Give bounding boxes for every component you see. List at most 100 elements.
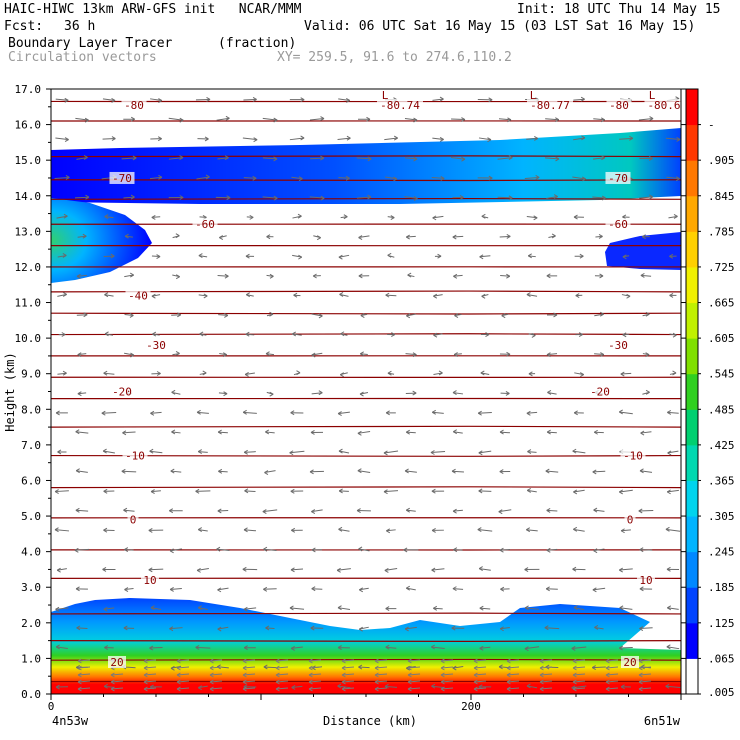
vector-head [473, 672, 478, 678]
vector-head [111, 136, 116, 141]
vector-head [224, 273, 229, 279]
isotherm-line [51, 397, 681, 400]
circulation-vector [143, 680, 157, 683]
vector-head [675, 176, 680, 182]
model-title: HAIC-HIWC 13km ARW-GFS init NCAR/MMM [4, 2, 302, 17]
vector-head [76, 273, 81, 279]
circulation-vector [263, 548, 277, 552]
vector-head [531, 332, 536, 338]
circulation-vector [76, 156, 88, 160]
vector-head [54, 489, 59, 494]
circulation-vector [619, 607, 633, 610]
circulation-vector [263, 666, 277, 669]
circulation-vector [149, 646, 163, 649]
vector-head [104, 292, 109, 298]
circulation-vector [668, 215, 678, 219]
vector-head [253, 137, 258, 143]
circulation-vector [572, 450, 586, 454]
vector-head [57, 449, 62, 455]
isotherm-label-bg [377, 99, 423, 112]
vector-head [358, 664, 363, 670]
circulation-vector [358, 235, 370, 239]
circulation-vector [451, 118, 465, 121]
xy-range: XY= 259.5, 91.6 to 274.6,110.2 [277, 50, 512, 65]
vector-head [209, 679, 214, 685]
vector-head [599, 273, 604, 279]
vector-head [431, 488, 436, 494]
vector-head [439, 137, 444, 142]
vector-head [318, 313, 323, 319]
circulation-vector [151, 490, 161, 493]
y-axis-label: Height (km) [3, 352, 17, 431]
circulation-vector [198, 451, 208, 453]
circulation-vector [479, 568, 491, 571]
vector-head [672, 370, 677, 376]
colorbar-label: .365 [708, 474, 735, 487]
vector-head [273, 156, 278, 162]
circulation-vector [275, 659, 289, 662]
circulation-vector [452, 666, 464, 669]
circulation-vector [150, 607, 162, 611]
vector-head [547, 390, 552, 395]
isotherm-label-bg [605, 339, 631, 352]
vector-head [431, 683, 436, 689]
circulation-vector [77, 687, 91, 690]
circulation-vector [473, 666, 487, 669]
circulation-vector [103, 607, 115, 610]
circulation-vector [265, 353, 275, 356]
vector-head [104, 214, 109, 220]
colorbar-swatch [686, 480, 698, 517]
circulation-vector [77, 680, 91, 683]
vector-head [148, 527, 153, 533]
circulation-vector [498, 118, 512, 121]
circulation-vector [341, 673, 355, 676]
vector-head [266, 234, 271, 240]
vector-head [571, 646, 576, 651]
vector-head [572, 672, 577, 678]
vector-head [506, 351, 511, 357]
circulation-vector [338, 528, 350, 532]
circulation-vector [209, 659, 223, 662]
vector-head [619, 605, 624, 611]
colorbar-swatch [686, 658, 698, 695]
circulation-vector [432, 98, 444, 101]
vector-head [123, 507, 128, 513]
vector-head [406, 665, 411, 671]
vector-head [55, 684, 60, 690]
circulation-vector [76, 314, 88, 316]
vector-head [473, 665, 478, 671]
vector-head [385, 644, 390, 650]
isotherm-label-bg [620, 449, 646, 462]
vector-head [77, 352, 82, 358]
circulation-vector [242, 680, 256, 683]
vector-head [198, 685, 203, 691]
isotherm-line [51, 179, 681, 182]
isotherm-label-bg [109, 171, 135, 184]
vector-head [539, 658, 544, 664]
vector-head [499, 547, 504, 553]
vector-head [638, 658, 643, 664]
vector-head [433, 293, 438, 299]
circulation-vector [506, 680, 520, 683]
circulation-vector [593, 157, 605, 160]
vector-head [385, 410, 390, 416]
circulation-vector [593, 509, 605, 512]
vector-head [605, 672, 610, 678]
vector-head [593, 429, 598, 435]
vector-head [170, 665, 175, 671]
isotherm-line [51, 312, 681, 315]
circulation-vector [667, 450, 679, 454]
vector-head [339, 291, 344, 297]
vector-head [156, 371, 161, 376]
vector-head [618, 567, 623, 573]
vector-head [309, 469, 314, 475]
vector-head [431, 644, 436, 650]
vector-head [506, 686, 511, 692]
vector-head [311, 509, 316, 515]
vector-head [300, 97, 305, 103]
vector-head [452, 586, 457, 592]
circulation-vector [311, 509, 323, 513]
circulation-vector [539, 687, 553, 690]
vector-head [263, 586, 268, 592]
circulation-vector [121, 470, 137, 473]
